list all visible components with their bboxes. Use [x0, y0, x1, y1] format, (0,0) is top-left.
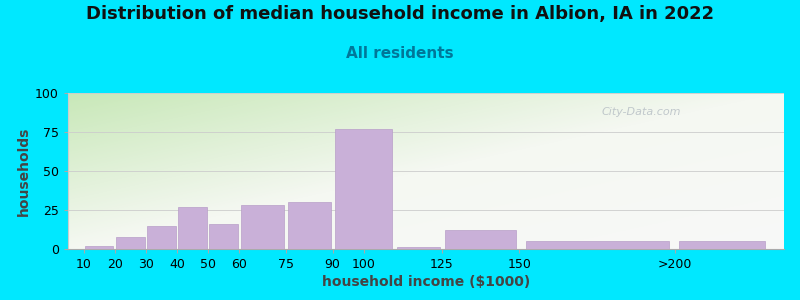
Bar — [526, 241, 669, 249]
Bar — [288, 202, 330, 249]
Bar — [445, 230, 516, 249]
Text: All residents: All residents — [346, 46, 454, 62]
Text: Distribution of median household income in Albion, IA in 2022: Distribution of median household income … — [86, 4, 714, 22]
Bar — [335, 129, 392, 249]
Bar — [147, 226, 176, 249]
Bar — [178, 207, 207, 249]
Y-axis label: households: households — [17, 126, 31, 216]
Bar — [116, 236, 145, 249]
Bar — [397, 248, 440, 249]
Bar — [85, 246, 114, 249]
Text: City-Data.com: City-Data.com — [601, 107, 681, 117]
Bar — [241, 205, 284, 249]
Bar — [678, 241, 765, 249]
Bar — [210, 224, 238, 249]
X-axis label: household income ($1000): household income ($1000) — [322, 275, 530, 289]
